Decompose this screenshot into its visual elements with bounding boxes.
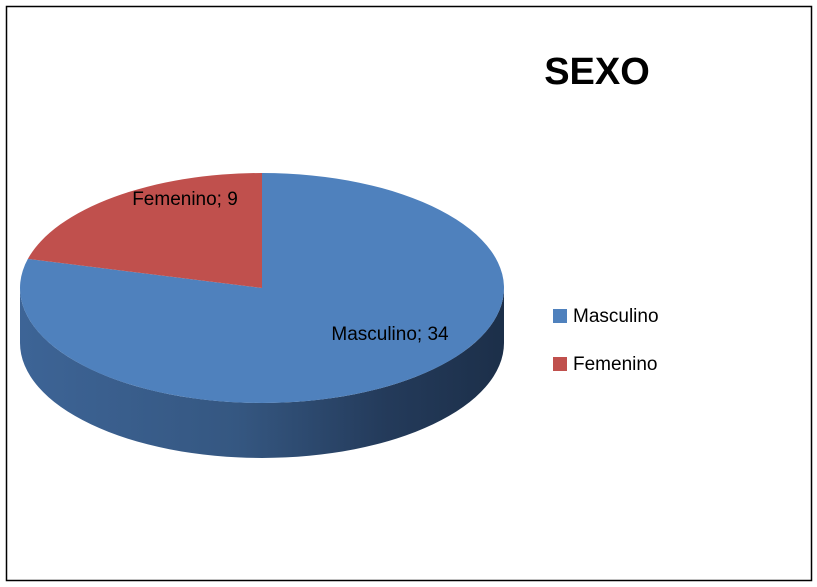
data-label: Masculino; 34	[331, 324, 449, 345]
legend-label: Femenino	[573, 354, 658, 375]
legend-label: Masculino	[573, 306, 659, 327]
pie-slice	[27, 173, 263, 288]
legend-swatch	[553, 357, 567, 371]
legend-swatch	[553, 309, 567, 323]
chart-title: SEXO	[544, 51, 650, 93]
data-label-box: Masculino; 34	[331, 324, 449, 345]
data-label-box: Femenino; 9	[132, 189, 238, 210]
data-label: Femenino; 9	[132, 189, 238, 210]
pie-side	[20, 288, 504, 458]
